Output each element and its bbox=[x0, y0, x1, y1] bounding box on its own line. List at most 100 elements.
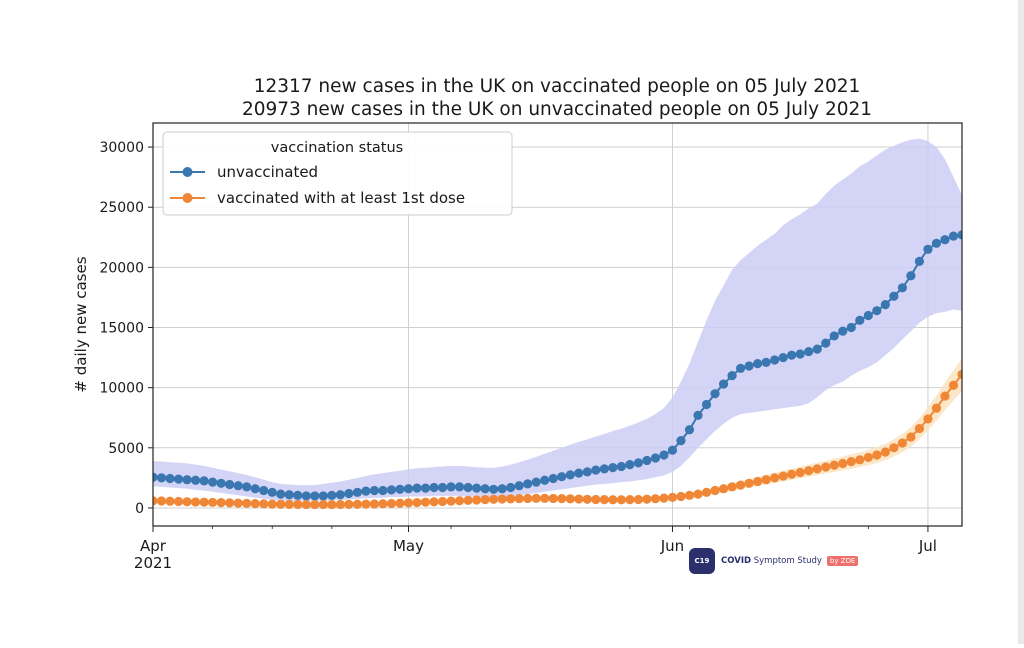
point-unvaccinated bbox=[216, 478, 226, 488]
chart-title-group: 12317 new cases in the UK on vaccinated … bbox=[242, 76, 872, 120]
point-vaccinated bbox=[386, 498, 397, 509]
y-tick-label: 20000 bbox=[99, 260, 144, 276]
point-unvaccinated bbox=[386, 485, 397, 495]
point-unvaccinated bbox=[966, 231, 975, 240]
point-unvaccinated bbox=[804, 346, 814, 357]
point-unvaccinated bbox=[352, 487, 362, 497]
point-unvaccinated bbox=[454, 482, 465, 492]
point-unvaccinated bbox=[565, 470, 575, 480]
point-vaccinated bbox=[701, 487, 712, 497]
point-unvaccinated bbox=[267, 487, 277, 497]
point-vaccinated bbox=[403, 498, 414, 508]
point-vaccinated bbox=[684, 490, 695, 500]
point-unvaccinated bbox=[369, 485, 380, 496]
point-vaccinated bbox=[744, 478, 754, 488]
point-vaccinated bbox=[531, 493, 541, 503]
point-unvaccinated bbox=[684, 425, 695, 435]
point-unvaccinated bbox=[318, 491, 328, 501]
point-vaccinated bbox=[216, 498, 226, 508]
point-vaccinated bbox=[352, 499, 362, 509]
point-unvaccinated bbox=[974, 239, 983, 248]
legend-label-unvaccinated: unvaccinated bbox=[217, 163, 318, 181]
point-unvaccinated bbox=[591, 465, 601, 475]
point-vaccinated bbox=[208, 497, 218, 508]
point-unvaccinated bbox=[983, 251, 992, 260]
point-unvaccinated bbox=[582, 467, 592, 477]
point-vaccinated bbox=[616, 495, 626, 505]
y-axis-label: # daily new cases bbox=[72, 256, 90, 392]
point-unvaccinated bbox=[761, 357, 771, 367]
point-vaccinated bbox=[642, 494, 652, 504]
point-vaccinated bbox=[693, 489, 703, 499]
point-unvaccinated bbox=[344, 488, 354, 499]
y-tick-label: 15000 bbox=[99, 321, 144, 337]
point-vaccinated bbox=[310, 499, 320, 510]
point-vaccinated bbox=[727, 482, 737, 492]
point-vaccinated bbox=[335, 499, 345, 510]
point-unvaccinated bbox=[667, 445, 678, 455]
point-unvaccinated bbox=[744, 361, 754, 371]
point-vaccinated bbox=[548, 493, 558, 504]
point-unvaccinated bbox=[276, 489, 286, 499]
point-vaccinated bbox=[957, 369, 962, 380]
point-vaccinated bbox=[284, 499, 294, 509]
point-unvaccinated bbox=[957, 230, 962, 240]
point-vaccinated bbox=[880, 447, 890, 457]
point-unvaccinated bbox=[923, 244, 933, 254]
point-unvaccinated bbox=[156, 473, 167, 483]
series-markers bbox=[153, 230, 992, 510]
logo-brand-bold: COVID bbox=[721, 555, 752, 566]
legend-title: vaccination status bbox=[271, 140, 403, 156]
chart-title-line-1: 12317 new cases in the UK on vaccinated … bbox=[254, 76, 861, 97]
point-unvaccinated bbox=[335, 490, 345, 500]
point-unvaccinated bbox=[301, 491, 311, 501]
point-unvaccinated bbox=[506, 482, 516, 493]
point-vaccinated bbox=[412, 497, 422, 508]
x-tick-label: Apr bbox=[140, 537, 167, 555]
point-unvaccinated bbox=[259, 485, 269, 496]
x-tick-label: May bbox=[393, 537, 424, 555]
point-vaccinated bbox=[557, 493, 567, 504]
point-vaccinated bbox=[582, 494, 592, 504]
point-unvaccinated bbox=[701, 399, 712, 410]
point-vaccinated bbox=[608, 495, 618, 505]
point-unvaccinated bbox=[795, 349, 805, 359]
point-vaccinated bbox=[821, 462, 831, 472]
point-vaccinated bbox=[480, 495, 490, 505]
point-unvaccinated bbox=[557, 472, 567, 482]
point-vaccinated bbox=[259, 499, 269, 509]
point-unvaccinated bbox=[821, 338, 831, 348]
point-vaccinated bbox=[361, 499, 371, 509]
point-unvaccinated bbox=[208, 477, 218, 487]
point-vaccinated bbox=[446, 496, 456, 506]
point-vaccinated bbox=[667, 492, 678, 502]
y-tick-label: 10000 bbox=[99, 381, 144, 397]
point-vaccinated bbox=[250, 499, 260, 509]
point-vaccinated bbox=[795, 467, 805, 478]
point-unvaccinated bbox=[676, 435, 686, 446]
point-unvaccinated bbox=[778, 352, 788, 363]
point-unvaccinated bbox=[199, 476, 209, 486]
point-unvaccinated bbox=[225, 479, 235, 490]
point-vaccinated bbox=[523, 493, 533, 504]
point-unvaccinated bbox=[489, 484, 499, 494]
point-vaccinated bbox=[233, 498, 243, 508]
point-vaccinated bbox=[165, 496, 175, 506]
point-unvaccinated bbox=[599, 464, 609, 474]
point-vaccinated bbox=[199, 497, 209, 507]
point-vaccinated bbox=[153, 496, 158, 506]
point-unvaccinated bbox=[940, 235, 950, 245]
by-zoe-badge: by ZOE bbox=[826, 555, 859, 566]
y-tick-label: 25000 bbox=[99, 200, 144, 216]
point-vaccinated bbox=[506, 494, 516, 504]
point-unvaccinated bbox=[497, 484, 507, 494]
point-vaccinated bbox=[829, 460, 839, 470]
point-vaccinated bbox=[897, 438, 907, 448]
point-vaccinated bbox=[804, 466, 814, 476]
point-vaccinated bbox=[574, 494, 584, 504]
point-unvaccinated bbox=[659, 450, 669, 460]
point-unvaccinated bbox=[437, 482, 448, 493]
zoe-app-icon: C19 bbox=[689, 547, 715, 574]
x-tick-label: Jul bbox=[918, 537, 937, 555]
point-vaccinated bbox=[514, 493, 524, 504]
